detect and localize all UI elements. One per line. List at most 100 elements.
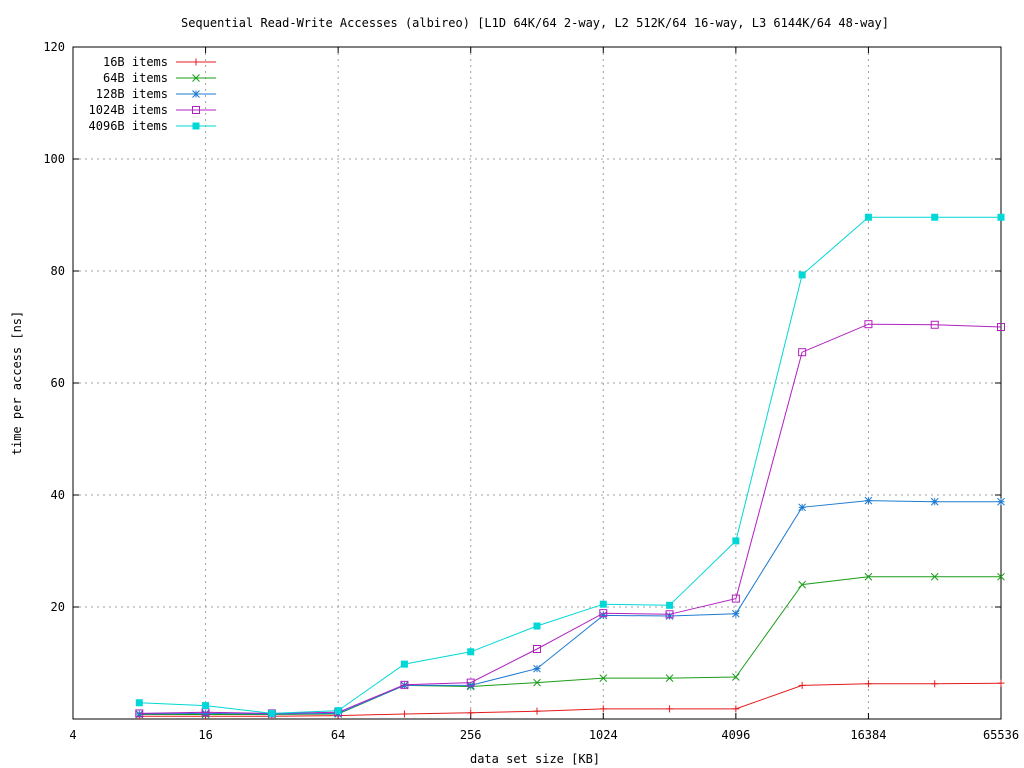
x-tick-label: 4 [69,728,76,742]
data-point [930,572,939,581]
x-tick-label: 256 [460,728,482,742]
data-point [192,106,200,114]
series-64b-items [135,572,1005,719]
series-line [139,216,1001,714]
legend-label: 64B items [103,71,168,85]
data-point [533,645,541,653]
x-tick-label: 16384 [850,728,886,742]
data-point [665,612,674,620]
data-point [798,348,807,357]
data-point [798,580,806,589]
series-line [139,500,1001,715]
data-point [864,572,873,581]
series-line [139,682,1002,717]
data-point [997,323,1005,331]
y-tick-label: 80 [51,264,65,278]
y-tick-label: 20 [51,600,65,614]
data-point [400,710,408,718]
y-tick-label: 60 [51,376,65,390]
data-point [599,609,608,618]
data-point [400,680,409,689]
data-point [467,709,475,717]
data-point [533,707,541,715]
data-point [334,707,342,715]
data-point [533,622,541,630]
x-tick-label: 16 [198,728,212,742]
data-point [798,503,806,512]
chart-title: Sequential Read-Write Accesses (albireo)… [181,16,889,30]
data-point [192,74,200,82]
data-point [864,496,873,505]
series [135,213,1005,720]
legend-entry: 16B items [103,55,216,69]
y-tick-label: 100 [43,152,65,166]
grid [73,47,1001,719]
data-point [864,213,872,221]
data-point [997,679,1005,687]
data-point [997,213,1005,221]
data-point [997,497,1005,506]
data-point [268,709,276,717]
data-point [732,705,740,713]
data-point [931,680,939,688]
data-point [135,699,143,707]
data-point [732,673,740,681]
legend-entry: 4096B items [89,119,216,133]
data-point [400,681,409,690]
data-point [666,601,674,609]
data-point [201,709,210,718]
data-point [533,664,541,673]
x-tick-label: 4096 [721,728,750,742]
series-128b-items [135,496,1005,718]
data-point [599,674,608,682]
data-point [864,680,872,688]
data-point [930,320,939,329]
legend-label: 4096B items [89,119,168,133]
axis-tick-labels: 4 16 64 256 1024 4096 16384 65536 20 40 60 80 100 120 [43,40,1019,742]
y-tick-label: 120 [43,40,65,54]
legend: 16B items 64B items 128B items 1024B items 4… [89,55,216,133]
legend-label: 16B items [103,55,168,69]
data-point [732,609,740,618]
x-tick-label: 1024 [589,728,618,742]
legend-entry: 1024B items [89,103,216,117]
data-point [400,660,408,668]
series-1024b-items [135,320,1005,718]
data-point [599,611,608,620]
data-point [466,678,475,687]
data-point [931,213,939,221]
data-point [665,674,674,682]
x-axis-label: data set size [KB] [470,752,600,766]
data-point [665,610,674,619]
legend-entry: 64B items [103,71,216,85]
data-point [731,594,740,603]
data-point [599,600,607,608]
data-point [533,678,541,687]
legend-entry: 128B items [96,87,216,101]
data-point [666,705,674,713]
data-point [997,572,1005,581]
data-point [202,702,210,710]
data-point [930,497,939,506]
data-point [864,320,873,329]
data-point [135,709,144,718]
data-point [467,648,475,656]
data-point [192,90,200,98]
data-point [192,122,200,130]
data-point [599,705,607,713]
x-tick-label: 65536 [983,728,1019,742]
y-tick-label: 40 [51,488,65,502]
legend-label: 1024B items [89,103,168,117]
legend-label: 128B items [96,87,168,101]
x-tick-label: 64 [331,728,345,742]
data-point [135,710,144,718]
data-point [466,681,475,690]
data-point [798,271,806,279]
y-axis-label: time per access [ns] [10,311,24,456]
data-point [732,537,740,545]
data-point [192,58,200,66]
data-point [798,681,806,689]
series-4096b-items [135,213,1005,717]
series-line [139,576,1001,715]
